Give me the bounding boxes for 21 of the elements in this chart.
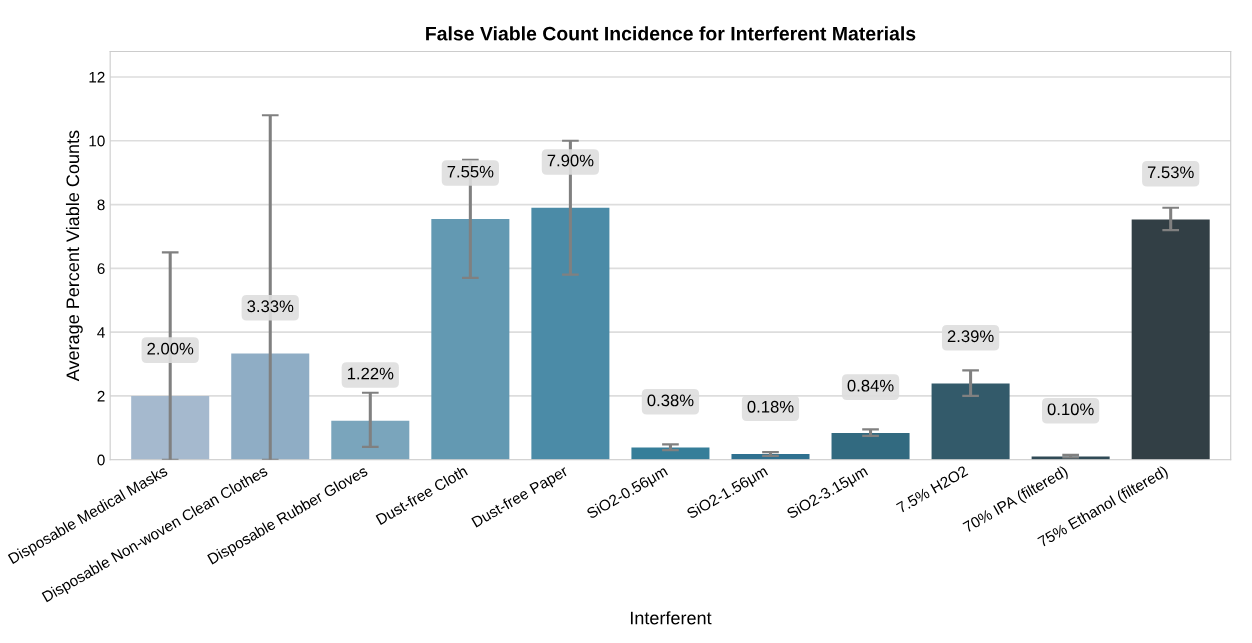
data-label: 1.22% (347, 367, 394, 380)
y-tick-label: 4 (97, 327, 105, 338)
y-tick-label: 2 (97, 390, 105, 402)
y-tick-label: 8 (97, 199, 105, 211)
y-tick-label: 12 (89, 71, 105, 83)
data-label: 3.33% (247, 300, 294, 313)
data-label: 0.18% (747, 400, 794, 413)
data-label: 2.00% (147, 342, 194, 355)
data-label: 0.84% (847, 379, 894, 392)
x-axis-title: Interferent (630, 611, 712, 625)
y-tick-label: 6 (97, 263, 105, 275)
data-label: 7.55% (447, 165, 494, 178)
data-label: 7.90% (547, 154, 594, 167)
data-label: 7.53% (1147, 166, 1194, 179)
data-label: 0.38% (647, 394, 694, 407)
y-tick-label: 0 (97, 454, 105, 466)
data-label: 0.10% (1047, 403, 1094, 416)
data-label: 2.39% (947, 330, 994, 343)
y-tick-label: 10 (89, 135, 105, 147)
chart-title: False Viable Count Incidence for Interferent Materials (426, 26, 916, 41)
y-axis-title: Average Percent Viable Counts (65, 130, 83, 382)
